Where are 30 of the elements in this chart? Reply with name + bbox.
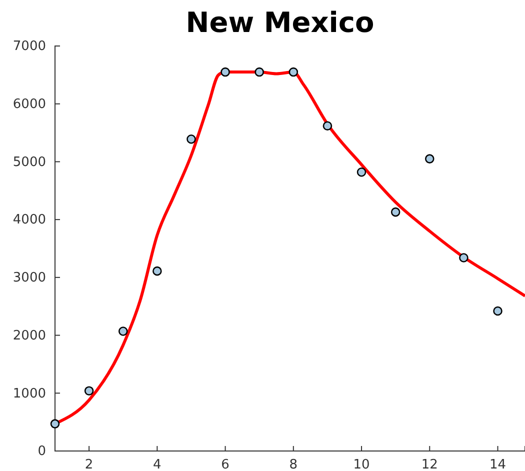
- point: [390, 207, 400, 217]
- y-tick-label: 3000: [12, 270, 46, 286]
- point: [50, 419, 60, 428]
- point: [425, 154, 434, 164]
- y-tick-label: 7000: [12, 39, 46, 54]
- x-tick-label: 4: [153, 457, 162, 471]
- point: [186, 134, 196, 144]
- x-tick-label: 10: [353, 457, 370, 471]
- point: [220, 67, 230, 77]
- point: [493, 306, 502, 316]
- point: [356, 167, 366, 177]
- x-tick-label: 8: [289, 457, 298, 471]
- point: [84, 386, 94, 396]
- point: [254, 67, 264, 77]
- point: [322, 121, 332, 130]
- point: [152, 266, 162, 276]
- x-tick-label: 12: [421, 457, 438, 471]
- point: [459, 253, 468, 262]
- y-tick-label: 5000: [12, 154, 46, 170]
- chart-title: New Mexico: [186, 6, 374, 39]
- point: [288, 67, 298, 77]
- y-tick-label: 4000: [12, 212, 46, 228]
- y-tick-label: 0: [38, 444, 46, 460]
- y-tick-label: 2000: [12, 328, 46, 344]
- point: [118, 326, 128, 336]
- y-tick-label: 1000: [12, 386, 46, 402]
- y-tick-label: 6000: [12, 97, 46, 112]
- x-tick-label: 14: [489, 457, 506, 471]
- x-tick-label: 6: [221, 457, 230, 471]
- x-tick-label: 2: [84, 457, 94, 471]
